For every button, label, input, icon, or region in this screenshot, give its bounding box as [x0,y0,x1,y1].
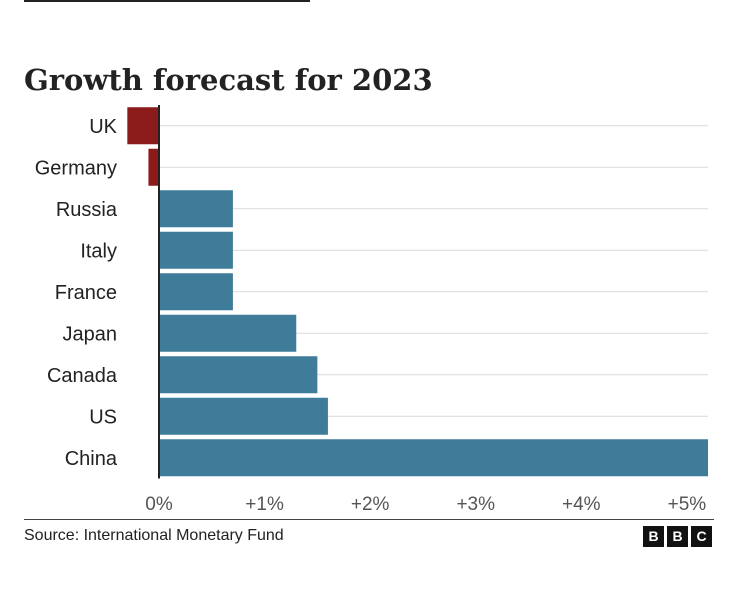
category-label: UK [89,116,117,138]
bbc-logo-letter: C [691,526,712,547]
source-note: Source: International Monetary Fund [24,527,284,544]
x-tick-label: 0% [145,494,173,515]
category-label: Italy [80,240,117,262]
bar-france [159,273,233,311]
category-label: US [89,406,117,428]
bbc-logo-letter: B [667,526,688,547]
footer-rule [24,519,714,520]
bar-italy [159,231,233,269]
bbc-logo-letter: B [643,526,664,547]
chart-title: Growth forecast for 2023 [24,63,433,97]
bbc-logo: B B C [643,526,712,547]
x-tick-label: +1% [245,494,284,515]
x-tick-label: +3% [456,494,495,515]
bar-canada [159,356,318,394]
category-label: Germany [35,157,117,179]
category-label: China [65,448,118,470]
category-label: Japan [63,323,118,345]
x-tick-label: +5% [668,494,707,515]
category-label: France [55,282,117,304]
x-tick-label: +2% [351,494,390,515]
category-label: Russia [56,199,118,221]
top-rule [24,0,310,2]
bar-japan [159,314,297,352]
bar-russia [159,190,233,228]
x-tick-label: +4% [562,494,601,515]
bar-uk [127,107,159,145]
bar-us [159,397,328,435]
bar-germany [148,148,159,186]
bar-china [159,439,708,477]
category-label: Canada [47,365,118,387]
